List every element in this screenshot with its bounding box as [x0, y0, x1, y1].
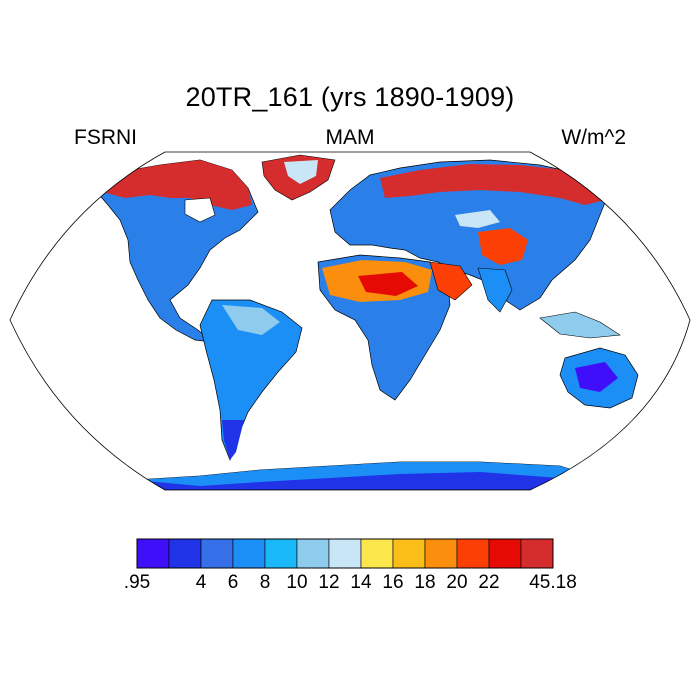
- greenland-ice: [284, 160, 318, 184]
- variable-label: FSRNI: [74, 126, 137, 149]
- siberia-red: [380, 164, 605, 205]
- colorbar-tick-label: 16: [382, 572, 404, 593]
- colorbar-tick-label: 12: [318, 572, 340, 593]
- sahara-core: [358, 272, 418, 296]
- australia-interior: [575, 362, 618, 392]
- season-label: MAM: [325, 126, 375, 149]
- colorbar-box-7: [360, 538, 394, 569]
- colorbar-box-12: [520, 538, 554, 569]
- land-fields: [94, 154, 669, 490]
- south-america-south: [222, 420, 244, 460]
- indonesia: [539, 311, 621, 339]
- colorbar-tick-label: 45.18: [529, 572, 577, 593]
- colorbar-box-3: [232, 538, 266, 569]
- colorbar-box-6: [328, 538, 362, 569]
- colorbar-box-9: [424, 538, 458, 569]
- north-america-red-north: [95, 160, 252, 210]
- colorbar-box-8: [392, 538, 426, 569]
- india-land: [477, 267, 513, 313]
- south-america-light: [222, 305, 280, 335]
- colorbar-frame: [136, 538, 554, 569]
- colorbar-tick-label: 6: [227, 572, 239, 593]
- central-asia-hot: [478, 228, 528, 265]
- colorbar-tick-label: .95: [123, 572, 151, 593]
- eurasia-land: [329, 159, 611, 311]
- colorbar-tick-label: 4: [195, 572, 207, 593]
- hudson-bay: [184, 197, 216, 223]
- map-outline: [9, 151, 691, 491]
- colorbar-tick-label: 14: [350, 572, 372, 593]
- colorbar-box-11: [488, 538, 522, 569]
- antarctica-coast: [135, 462, 585, 486]
- tibet-light: [455, 210, 500, 228]
- colorbar-box-2: [200, 538, 234, 569]
- colorbar: [136, 538, 554, 569]
- colorbar-tick-label: 10: [286, 572, 308, 593]
- units-label: W/m^2: [561, 126, 626, 149]
- arabia-hot: [429, 261, 473, 301]
- colorbar-box-0: [136, 538, 170, 569]
- colorbar-tick-label: 8: [259, 572, 271, 593]
- colorbar-tick-label: 22: [478, 572, 500, 593]
- colorbar-box-5: [296, 538, 330, 569]
- colorbar-tick-label: 18: [414, 572, 436, 593]
- colorbar-box-1: [168, 538, 202, 569]
- colorbar-box-10: [456, 538, 490, 569]
- colorbar-tick-label: 20: [446, 572, 468, 593]
- colorbar-box-4: [264, 538, 298, 569]
- map-title: 20TR_161 (yrs 1890-1909): [185, 82, 515, 112]
